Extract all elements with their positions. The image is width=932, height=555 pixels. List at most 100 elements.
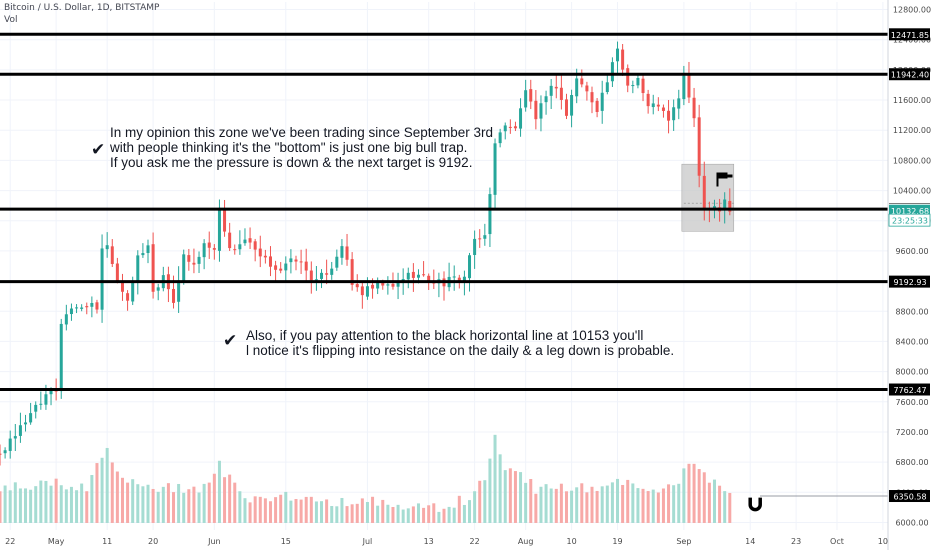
note-2-line-2: l notice it's flipping into resistance o… [246,343,675,358]
candle-body [212,248,216,250]
volume-bar [248,502,252,523]
candle-body [268,256,272,267]
level-price-label: 12471.85 [891,31,929,40]
volume-bar [177,483,181,523]
candle-body [187,255,191,262]
volume-bar [626,479,630,523]
check-mark-icon: ✔ [223,331,238,351]
volume-bar [146,484,150,523]
candle-body [534,100,538,120]
volume-bar [570,490,574,523]
candle-body [559,87,563,100]
candle-body [462,276,466,282]
volume-bar [8,490,12,523]
volume-bar [519,472,523,523]
volume-bar [549,488,553,523]
volume-bar [279,494,283,523]
volume-bar [554,488,558,523]
x-tick-label: 15 [281,537,291,546]
candle-body [330,268,334,275]
candle-body [197,256,201,264]
volume-bar [59,485,63,523]
flag-icon [718,172,728,179]
candle-body [616,48,620,62]
candle-body [641,78,645,94]
candle-body [279,268,283,271]
annotation-note-2[interactable]: Also, if you pay attention to the black … [246,328,674,358]
candle-body [646,93,650,107]
volume-label: Vol [4,15,18,25]
candle-body [575,78,579,97]
candle-body [100,248,104,310]
x-tick-label: 19 [612,537,622,546]
volume-bar [294,499,298,523]
candle-body [539,103,543,119]
volume-bar [39,480,43,523]
volume-bar [335,506,339,523]
volume-bar [656,492,660,523]
candle-body [13,436,17,439]
current-price-tag-label: 10132.68 [891,207,929,216]
candle-body [457,277,461,282]
y-tick-label: 11200.00 [893,126,931,135]
countdown-tag [888,213,931,227]
volume-bar [432,503,436,523]
candle-body [294,259,298,262]
volume-bar [289,500,293,523]
annotation-note-1[interactable]: In my opinion this zone we've been tradi… [110,125,493,170]
volume-bar [718,485,722,523]
volume-bar [212,473,216,523]
volume-bar [233,482,237,523]
candle-body [483,235,487,239]
candle-body [595,100,599,112]
volume-bar [692,463,696,523]
candle-body [223,209,227,232]
candle-body [672,107,676,121]
volume-bar [595,490,599,523]
check-mark-icon: ✔ [91,140,106,160]
candle-body [75,307,79,309]
candle-body [110,246,114,264]
candle-body [371,284,375,289]
volume-bar [427,505,431,523]
candle-body [115,263,119,281]
volume-bar [330,506,334,523]
y-tick-label: 10800.00 [893,156,931,165]
candle-body [677,98,681,109]
candle-body [656,104,660,107]
volume-bar [217,460,221,523]
candle-body [503,125,507,132]
volume-bar [672,485,676,523]
level-price-label: 9192.93 [893,278,926,287]
candle-body [34,404,38,412]
candle-body [29,413,33,423]
candle-body [580,78,584,85]
volume-bar [457,495,461,523]
candle-body [85,306,89,308]
volume-bar [187,489,191,523]
volume-bar [667,484,671,523]
volume-bar [621,484,625,523]
volume-bar [258,496,262,523]
volume-bar [707,482,711,523]
candle-body [238,244,242,250]
candle-body [626,68,630,86]
candle-body [381,283,385,286]
y-tick-label: 6000.00 [895,518,928,527]
candle-body [468,255,472,279]
candle-body [544,96,548,103]
volume-bar [64,489,68,523]
volume-bar [544,484,548,523]
candle-body [314,279,318,281]
candle-body [723,199,727,211]
volume-bar [631,483,635,523]
candle-body [120,281,124,292]
x-tick-label: 11 [102,537,112,546]
candle-body [422,274,426,276]
candle-body [248,238,252,243]
volume-bar [34,486,38,523]
volume-bar [161,486,165,523]
y-tick-label: 8000.00 [895,368,928,377]
candle-body [126,293,130,301]
candle-body [233,249,237,251]
